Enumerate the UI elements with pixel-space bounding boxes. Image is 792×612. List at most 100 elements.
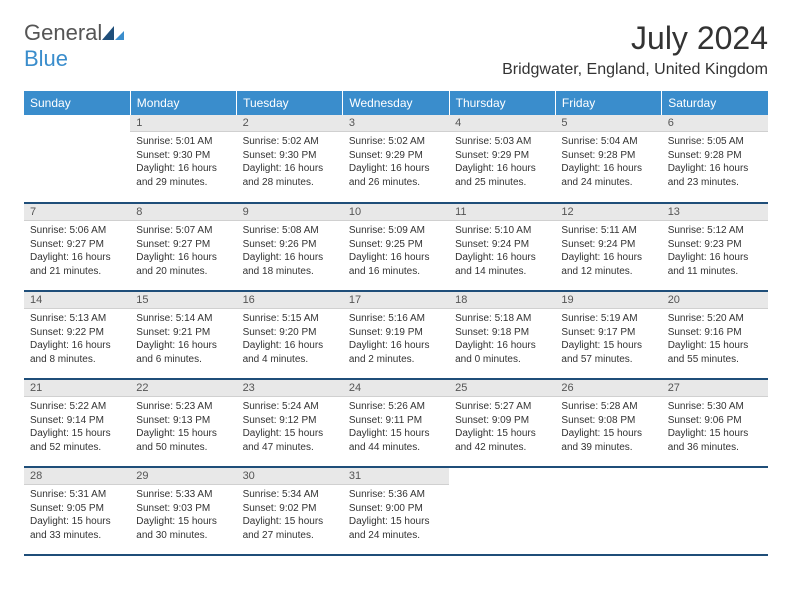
day-number: 25 bbox=[449, 380, 555, 397]
logo: General Blue bbox=[24, 20, 124, 72]
weekday-header: Saturday bbox=[662, 91, 768, 115]
day-number: 5 bbox=[555, 115, 661, 132]
day-details: Sunrise: 5:28 AMSunset: 9:08 PMDaylight:… bbox=[555, 397, 661, 457]
day-number: 28 bbox=[24, 468, 130, 485]
day-details: Sunrise: 5:20 AMSunset: 9:16 PMDaylight:… bbox=[662, 309, 768, 369]
calendar-cell: 20Sunrise: 5:20 AMSunset: 9:16 PMDayligh… bbox=[662, 291, 768, 379]
calendar-cell bbox=[24, 115, 130, 203]
day-details: Sunrise: 5:12 AMSunset: 9:23 PMDaylight:… bbox=[662, 221, 768, 281]
calendar-cell: 11Sunrise: 5:10 AMSunset: 9:24 PMDayligh… bbox=[449, 203, 555, 291]
day-details: Sunrise: 5:10 AMSunset: 9:24 PMDaylight:… bbox=[449, 221, 555, 281]
day-number: 2 bbox=[237, 115, 343, 132]
day-number: 15 bbox=[130, 292, 236, 309]
day-number: 27 bbox=[662, 380, 768, 397]
day-details: Sunrise: 5:15 AMSunset: 9:20 PMDaylight:… bbox=[237, 309, 343, 369]
calendar-cell: 28Sunrise: 5:31 AMSunset: 9:05 PMDayligh… bbox=[24, 467, 130, 555]
calendar-cell: 2Sunrise: 5:02 AMSunset: 9:30 PMDaylight… bbox=[237, 115, 343, 203]
day-details: Sunrise: 5:08 AMSunset: 9:26 PMDaylight:… bbox=[237, 221, 343, 281]
day-number: 7 bbox=[24, 204, 130, 221]
calendar-cell: 31Sunrise: 5:36 AMSunset: 9:00 PMDayligh… bbox=[343, 467, 449, 555]
day-details: Sunrise: 5:24 AMSunset: 9:12 PMDaylight:… bbox=[237, 397, 343, 457]
day-details: Sunrise: 5:13 AMSunset: 9:22 PMDaylight:… bbox=[24, 309, 130, 369]
day-details: Sunrise: 5:11 AMSunset: 9:24 PMDaylight:… bbox=[555, 221, 661, 281]
location: Bridgwater, England, United Kingdom bbox=[502, 61, 768, 79]
day-number: 19 bbox=[555, 292, 661, 309]
calendar-cell: 4Sunrise: 5:03 AMSunset: 9:29 PMDaylight… bbox=[449, 115, 555, 203]
day-number: 26 bbox=[555, 380, 661, 397]
day-number: 22 bbox=[130, 380, 236, 397]
logo-word-2: Blue bbox=[24, 46, 68, 71]
day-number: 6 bbox=[662, 115, 768, 132]
calendar-cell: 26Sunrise: 5:28 AMSunset: 9:08 PMDayligh… bbox=[555, 379, 661, 467]
weekday-header: Sunday bbox=[24, 91, 130, 115]
calendar-row: 14Sunrise: 5:13 AMSunset: 9:22 PMDayligh… bbox=[24, 291, 768, 379]
calendar-row: 1Sunrise: 5:01 AMSunset: 9:30 PMDaylight… bbox=[24, 115, 768, 203]
calendar-cell: 8Sunrise: 5:07 AMSunset: 9:27 PMDaylight… bbox=[130, 203, 236, 291]
day-details: Sunrise: 5:31 AMSunset: 9:05 PMDaylight:… bbox=[24, 485, 130, 545]
day-details: Sunrise: 5:02 AMSunset: 9:30 PMDaylight:… bbox=[237, 132, 343, 192]
day-details: Sunrise: 5:14 AMSunset: 9:21 PMDaylight:… bbox=[130, 309, 236, 369]
calendar-head: SundayMondayTuesdayWednesdayThursdayFrid… bbox=[24, 91, 768, 115]
calendar-table: SundayMondayTuesdayWednesdayThursdayFrid… bbox=[24, 91, 768, 556]
weekday-row: SundayMondayTuesdayWednesdayThursdayFrid… bbox=[24, 91, 768, 115]
calendar-cell: 10Sunrise: 5:09 AMSunset: 9:25 PMDayligh… bbox=[343, 203, 449, 291]
calendar-cell: 5Sunrise: 5:04 AMSunset: 9:28 PMDaylight… bbox=[555, 115, 661, 203]
calendar-cell: 9Sunrise: 5:08 AMSunset: 9:26 PMDaylight… bbox=[237, 203, 343, 291]
calendar-cell: 30Sunrise: 5:34 AMSunset: 9:02 PMDayligh… bbox=[237, 467, 343, 555]
weekday-header: Thursday bbox=[449, 91, 555, 115]
day-details: Sunrise: 5:19 AMSunset: 9:17 PMDaylight:… bbox=[555, 309, 661, 369]
calendar-body: 1Sunrise: 5:01 AMSunset: 9:30 PMDaylight… bbox=[24, 115, 768, 555]
day-number: 14 bbox=[24, 292, 130, 309]
calendar-cell bbox=[555, 467, 661, 555]
logo-word-1: General bbox=[24, 20, 102, 45]
day-number: 23 bbox=[237, 380, 343, 397]
day-details: Sunrise: 5:34 AMSunset: 9:02 PMDaylight:… bbox=[237, 485, 343, 545]
calendar-cell: 22Sunrise: 5:23 AMSunset: 9:13 PMDayligh… bbox=[130, 379, 236, 467]
calendar-cell: 25Sunrise: 5:27 AMSunset: 9:09 PMDayligh… bbox=[449, 379, 555, 467]
day-details: Sunrise: 5:16 AMSunset: 9:19 PMDaylight:… bbox=[343, 309, 449, 369]
calendar-cell: 14Sunrise: 5:13 AMSunset: 9:22 PMDayligh… bbox=[24, 291, 130, 379]
header: General Blue July 2024 Bridgwater, Engla… bbox=[24, 20, 768, 79]
calendar-cell: 6Sunrise: 5:05 AMSunset: 9:28 PMDaylight… bbox=[662, 115, 768, 203]
day-number: 21 bbox=[24, 380, 130, 397]
calendar-cell: 7Sunrise: 5:06 AMSunset: 9:27 PMDaylight… bbox=[24, 203, 130, 291]
calendar-cell: 12Sunrise: 5:11 AMSunset: 9:24 PMDayligh… bbox=[555, 203, 661, 291]
title-block: July 2024 Bridgwater, England, United Ki… bbox=[502, 20, 768, 79]
calendar-row: 28Sunrise: 5:31 AMSunset: 9:05 PMDayligh… bbox=[24, 467, 768, 555]
weekday-header: Wednesday bbox=[343, 91, 449, 115]
day-number: 16 bbox=[237, 292, 343, 309]
month-title: July 2024 bbox=[502, 20, 768, 57]
day-details: Sunrise: 5:27 AMSunset: 9:09 PMDaylight:… bbox=[449, 397, 555, 457]
day-details: Sunrise: 5:07 AMSunset: 9:27 PMDaylight:… bbox=[130, 221, 236, 281]
day-number: 13 bbox=[662, 204, 768, 221]
day-number: 24 bbox=[343, 380, 449, 397]
day-number: 12 bbox=[555, 204, 661, 221]
day-number: 1 bbox=[130, 115, 236, 132]
weekday-header: Tuesday bbox=[237, 91, 343, 115]
calendar-cell: 29Sunrise: 5:33 AMSunset: 9:03 PMDayligh… bbox=[130, 467, 236, 555]
day-details: Sunrise: 5:26 AMSunset: 9:11 PMDaylight:… bbox=[343, 397, 449, 457]
calendar-page: General Blue July 2024 Bridgwater, Engla… bbox=[0, 0, 792, 576]
day-number: 11 bbox=[449, 204, 555, 221]
day-number: 29 bbox=[130, 468, 236, 485]
day-details: Sunrise: 5:36 AMSunset: 9:00 PMDaylight:… bbox=[343, 485, 449, 545]
day-details: Sunrise: 5:02 AMSunset: 9:29 PMDaylight:… bbox=[343, 132, 449, 192]
day-number: 18 bbox=[449, 292, 555, 309]
calendar-cell: 13Sunrise: 5:12 AMSunset: 9:23 PMDayligh… bbox=[662, 203, 768, 291]
calendar-cell: 23Sunrise: 5:24 AMSunset: 9:12 PMDayligh… bbox=[237, 379, 343, 467]
day-details: Sunrise: 5:03 AMSunset: 9:29 PMDaylight:… bbox=[449, 132, 555, 192]
calendar-cell: 15Sunrise: 5:14 AMSunset: 9:21 PMDayligh… bbox=[130, 291, 236, 379]
calendar-row: 7Sunrise: 5:06 AMSunset: 9:27 PMDaylight… bbox=[24, 203, 768, 291]
day-number: 10 bbox=[343, 204, 449, 221]
calendar-cell: 21Sunrise: 5:22 AMSunset: 9:14 PMDayligh… bbox=[24, 379, 130, 467]
day-details: Sunrise: 5:33 AMSunset: 9:03 PMDaylight:… bbox=[130, 485, 236, 545]
weekday-header: Friday bbox=[555, 91, 661, 115]
day-number: 8 bbox=[130, 204, 236, 221]
day-number: 3 bbox=[343, 115, 449, 132]
calendar-cell: 18Sunrise: 5:18 AMSunset: 9:18 PMDayligh… bbox=[449, 291, 555, 379]
day-details: Sunrise: 5:01 AMSunset: 9:30 PMDaylight:… bbox=[130, 132, 236, 192]
calendar-cell: 19Sunrise: 5:19 AMSunset: 9:17 PMDayligh… bbox=[555, 291, 661, 379]
calendar-cell: 1Sunrise: 5:01 AMSunset: 9:30 PMDaylight… bbox=[130, 115, 236, 203]
calendar-row: 21Sunrise: 5:22 AMSunset: 9:14 PMDayligh… bbox=[24, 379, 768, 467]
day-details: Sunrise: 5:05 AMSunset: 9:28 PMDaylight:… bbox=[662, 132, 768, 192]
